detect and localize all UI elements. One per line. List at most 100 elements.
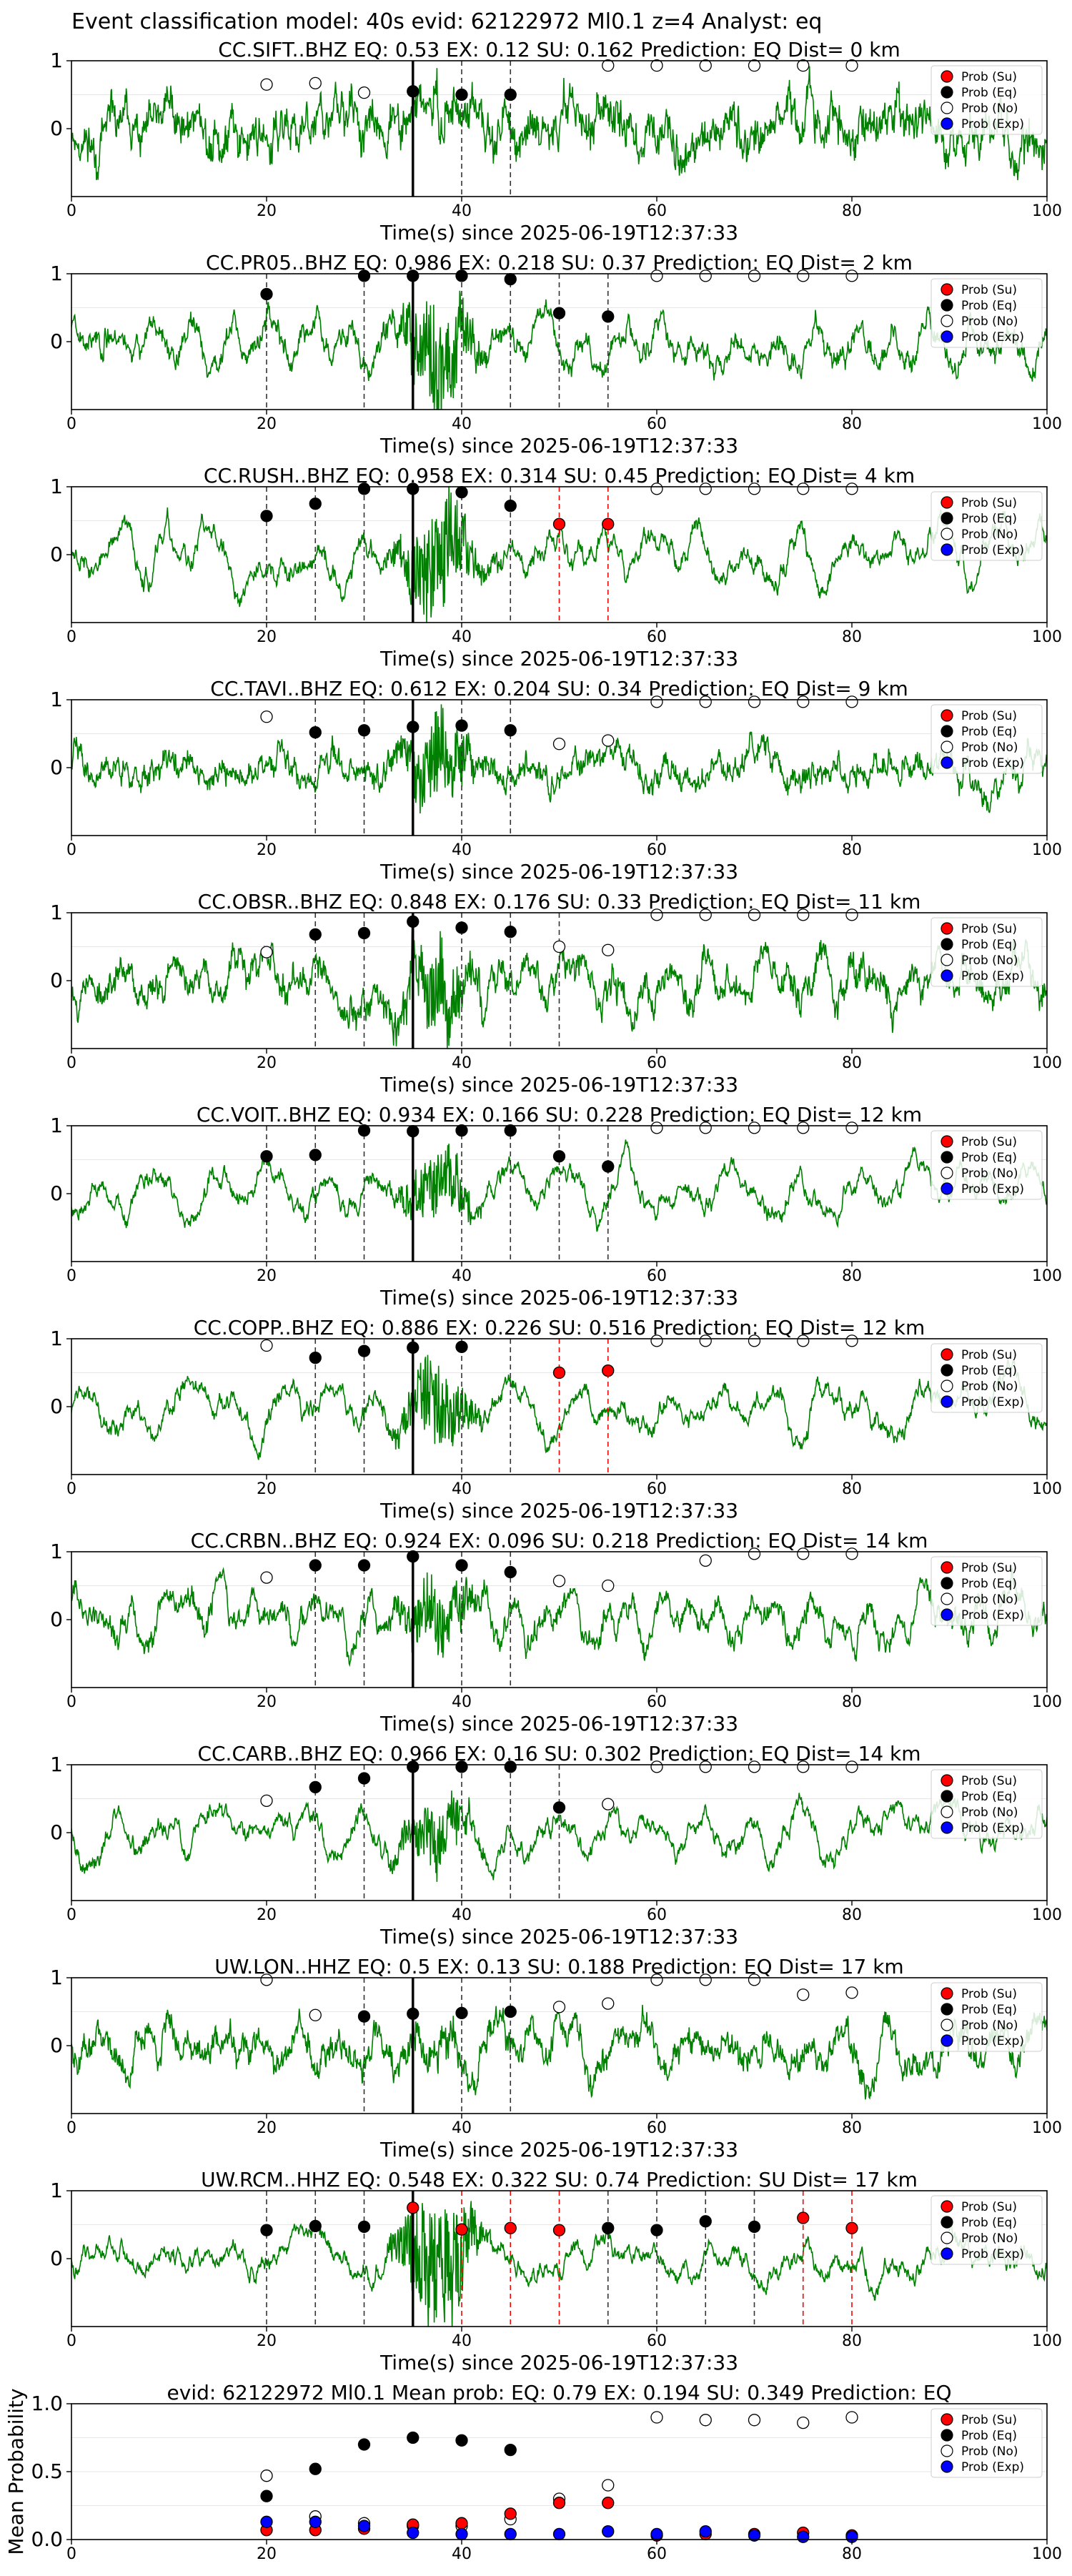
figure-suptitle: Event classification model: 40s evid: 62… bbox=[71, 9, 822, 34]
x-tick-label: 100 bbox=[1032, 2332, 1062, 2350]
prob-no-point bbox=[602, 734, 615, 747]
prob-no-point bbox=[797, 1334, 810, 1347]
prob-no-point bbox=[650, 482, 663, 495]
prob-eq-point bbox=[504, 2005, 517, 2018]
prob-eq-point bbox=[407, 1124, 420, 1138]
legend-label: Prob (Eq) bbox=[961, 2429, 1017, 2443]
x-tick-label: 20 bbox=[257, 1906, 277, 1924]
x-tick-label: 60 bbox=[647, 628, 667, 646]
prob-exp-point bbox=[602, 2525, 615, 2538]
prob-no-point bbox=[650, 59, 663, 72]
prob-exp-point bbox=[407, 2526, 420, 2540]
panel-title: CC.CRBN..BHZ EQ: 0.924 EX: 0.096 SU: 0.2… bbox=[191, 1529, 928, 1552]
prob-exp-point bbox=[552, 2527, 566, 2541]
prob-su-point bbox=[602, 2497, 615, 2510]
legend-marker-exp bbox=[941, 969, 953, 982]
legend-label: Prob (Eq) bbox=[961, 938, 1017, 952]
prob-su-point bbox=[602, 517, 615, 530]
legend-marker-eq bbox=[941, 2216, 953, 2229]
y-tick-label: 1 bbox=[50, 2179, 63, 2202]
legend-label: Prob (Eq) bbox=[961, 1577, 1017, 1591]
prob-no-point bbox=[845, 908, 858, 921]
prob-su-point bbox=[552, 517, 566, 530]
prob-su-point bbox=[845, 2221, 858, 2234]
y-tick-label: 0 bbox=[50, 1607, 63, 1631]
legend-label: Prob (Su) bbox=[961, 1774, 1017, 1788]
legend-marker-eq bbox=[941, 1577, 953, 1590]
legend-marker-no bbox=[941, 1805, 953, 1818]
x-tick-label: 40 bbox=[452, 1906, 472, 1924]
prob-no-point bbox=[748, 1547, 761, 1560]
legend-box bbox=[930, 917, 1043, 987]
prob-eq-point bbox=[552, 1150, 566, 1163]
x-tick-label: 0 bbox=[66, 1693, 76, 1711]
prob-eq-point bbox=[455, 2434, 468, 2447]
x-tick-label: 80 bbox=[842, 1693, 862, 1711]
legend-label: Prob (No) bbox=[961, 2231, 1018, 2246]
legend-label: Prob (Exp) bbox=[961, 543, 1024, 558]
prob-no-point bbox=[260, 1973, 273, 1986]
prob-exp-point bbox=[357, 2520, 371, 2532]
legend-label: Prob (No) bbox=[961, 1166, 1018, 1181]
prob-exp-point bbox=[748, 2529, 761, 2542]
prob-eq-point bbox=[504, 925, 517, 938]
legend-marker-no bbox=[941, 2231, 953, 2244]
legend-marker-exp bbox=[941, 543, 953, 556]
prob-no-point bbox=[748, 269, 761, 282]
legend-marker-no bbox=[941, 1166, 953, 1179]
y-tick-label: 0 bbox=[50, 117, 63, 140]
legend-box bbox=[930, 1343, 1043, 1413]
prob-exp-point bbox=[260, 2515, 273, 2528]
prob-eq-point bbox=[455, 485, 468, 499]
panel-title: CC.SIFT..BHZ EQ: 0.53 EX: 0.12 SU: 0.162… bbox=[218, 38, 900, 61]
prob-eq-point bbox=[504, 88, 517, 101]
legend-label: Prob (Su) bbox=[961, 2200, 1017, 2214]
y-tick-label: 1 bbox=[50, 901, 63, 924]
panel-title: CC.TAVI..BHZ EQ: 0.612 EX: 0.204 SU: 0.3… bbox=[210, 677, 908, 700]
legend-marker-eq bbox=[941, 2429, 953, 2442]
legend-label: Prob (No) bbox=[961, 1805, 1018, 1820]
x-tick-label: 20 bbox=[257, 1480, 277, 1498]
x-tick-label: 0 bbox=[66, 2119, 76, 2137]
prob-eq-point bbox=[552, 307, 566, 319]
legend-label: Prob (Exp) bbox=[961, 2034, 1024, 2049]
legend-label: Prob (Su) bbox=[961, 496, 1017, 510]
x-tick-label: 100 bbox=[1032, 1480, 1062, 1498]
prob-no-point bbox=[845, 1986, 858, 1999]
legend-marker-su bbox=[941, 1135, 953, 1148]
panel-title: evid: 62122972 Ml0.1 Mean prob: EQ: 0.79… bbox=[167, 2381, 952, 2404]
prob-no-point bbox=[845, 59, 858, 72]
legend-marker-su bbox=[941, 1348, 953, 1361]
legend-marker-no bbox=[941, 1592, 953, 1605]
x-axis-label: Time(s) since 2025-06-19T12:37:33 bbox=[379, 1073, 738, 1096]
x-tick-label: 100 bbox=[1032, 1054, 1062, 1072]
prob-no-point bbox=[699, 695, 712, 708]
x-tick-label: 80 bbox=[842, 2119, 862, 2137]
prob-no-point bbox=[748, 482, 761, 495]
prob-eq-point bbox=[455, 921, 468, 934]
x-tick-label: 20 bbox=[257, 2545, 277, 2563]
x-axis-label: Time(s) since 2025-06-19T12:37:33 bbox=[379, 434, 738, 457]
waveform-trace bbox=[71, 1567, 1047, 1668]
prob-eq-point bbox=[357, 1124, 371, 1137]
prob-no-point bbox=[699, 1334, 712, 1347]
prob-no-point bbox=[260, 946, 273, 958]
x-tick-label: 0 bbox=[66, 415, 76, 433]
x-axis-label: Time(s) since 2025-06-19T12:37:33 bbox=[379, 1925, 738, 1948]
legend-label: Prob (Su) bbox=[961, 1987, 1017, 2001]
prob-no-point bbox=[260, 1794, 273, 1808]
legend-marker-exp bbox=[941, 330, 953, 343]
prob-eq-point bbox=[602, 2221, 615, 2234]
prob-eq-point bbox=[504, 1565, 517, 1579]
prob-no-point bbox=[650, 695, 663, 708]
prob-no-point bbox=[602, 59, 615, 72]
x-tick-label: 80 bbox=[842, 1054, 862, 1072]
legend-label: Prob (Su) bbox=[961, 283, 1017, 297]
x-tick-label: 100 bbox=[1032, 1693, 1062, 1711]
legend-label: Prob (Eq) bbox=[961, 1790, 1017, 1804]
legend-label: Prob (Eq) bbox=[961, 2216, 1017, 2230]
panel-title: UW.RCM..HHZ EQ: 0.548 EX: 0.322 SU: 0.74… bbox=[201, 2168, 918, 2191]
prob-eq-point bbox=[357, 482, 371, 495]
prob-eq-point bbox=[357, 1772, 371, 1785]
